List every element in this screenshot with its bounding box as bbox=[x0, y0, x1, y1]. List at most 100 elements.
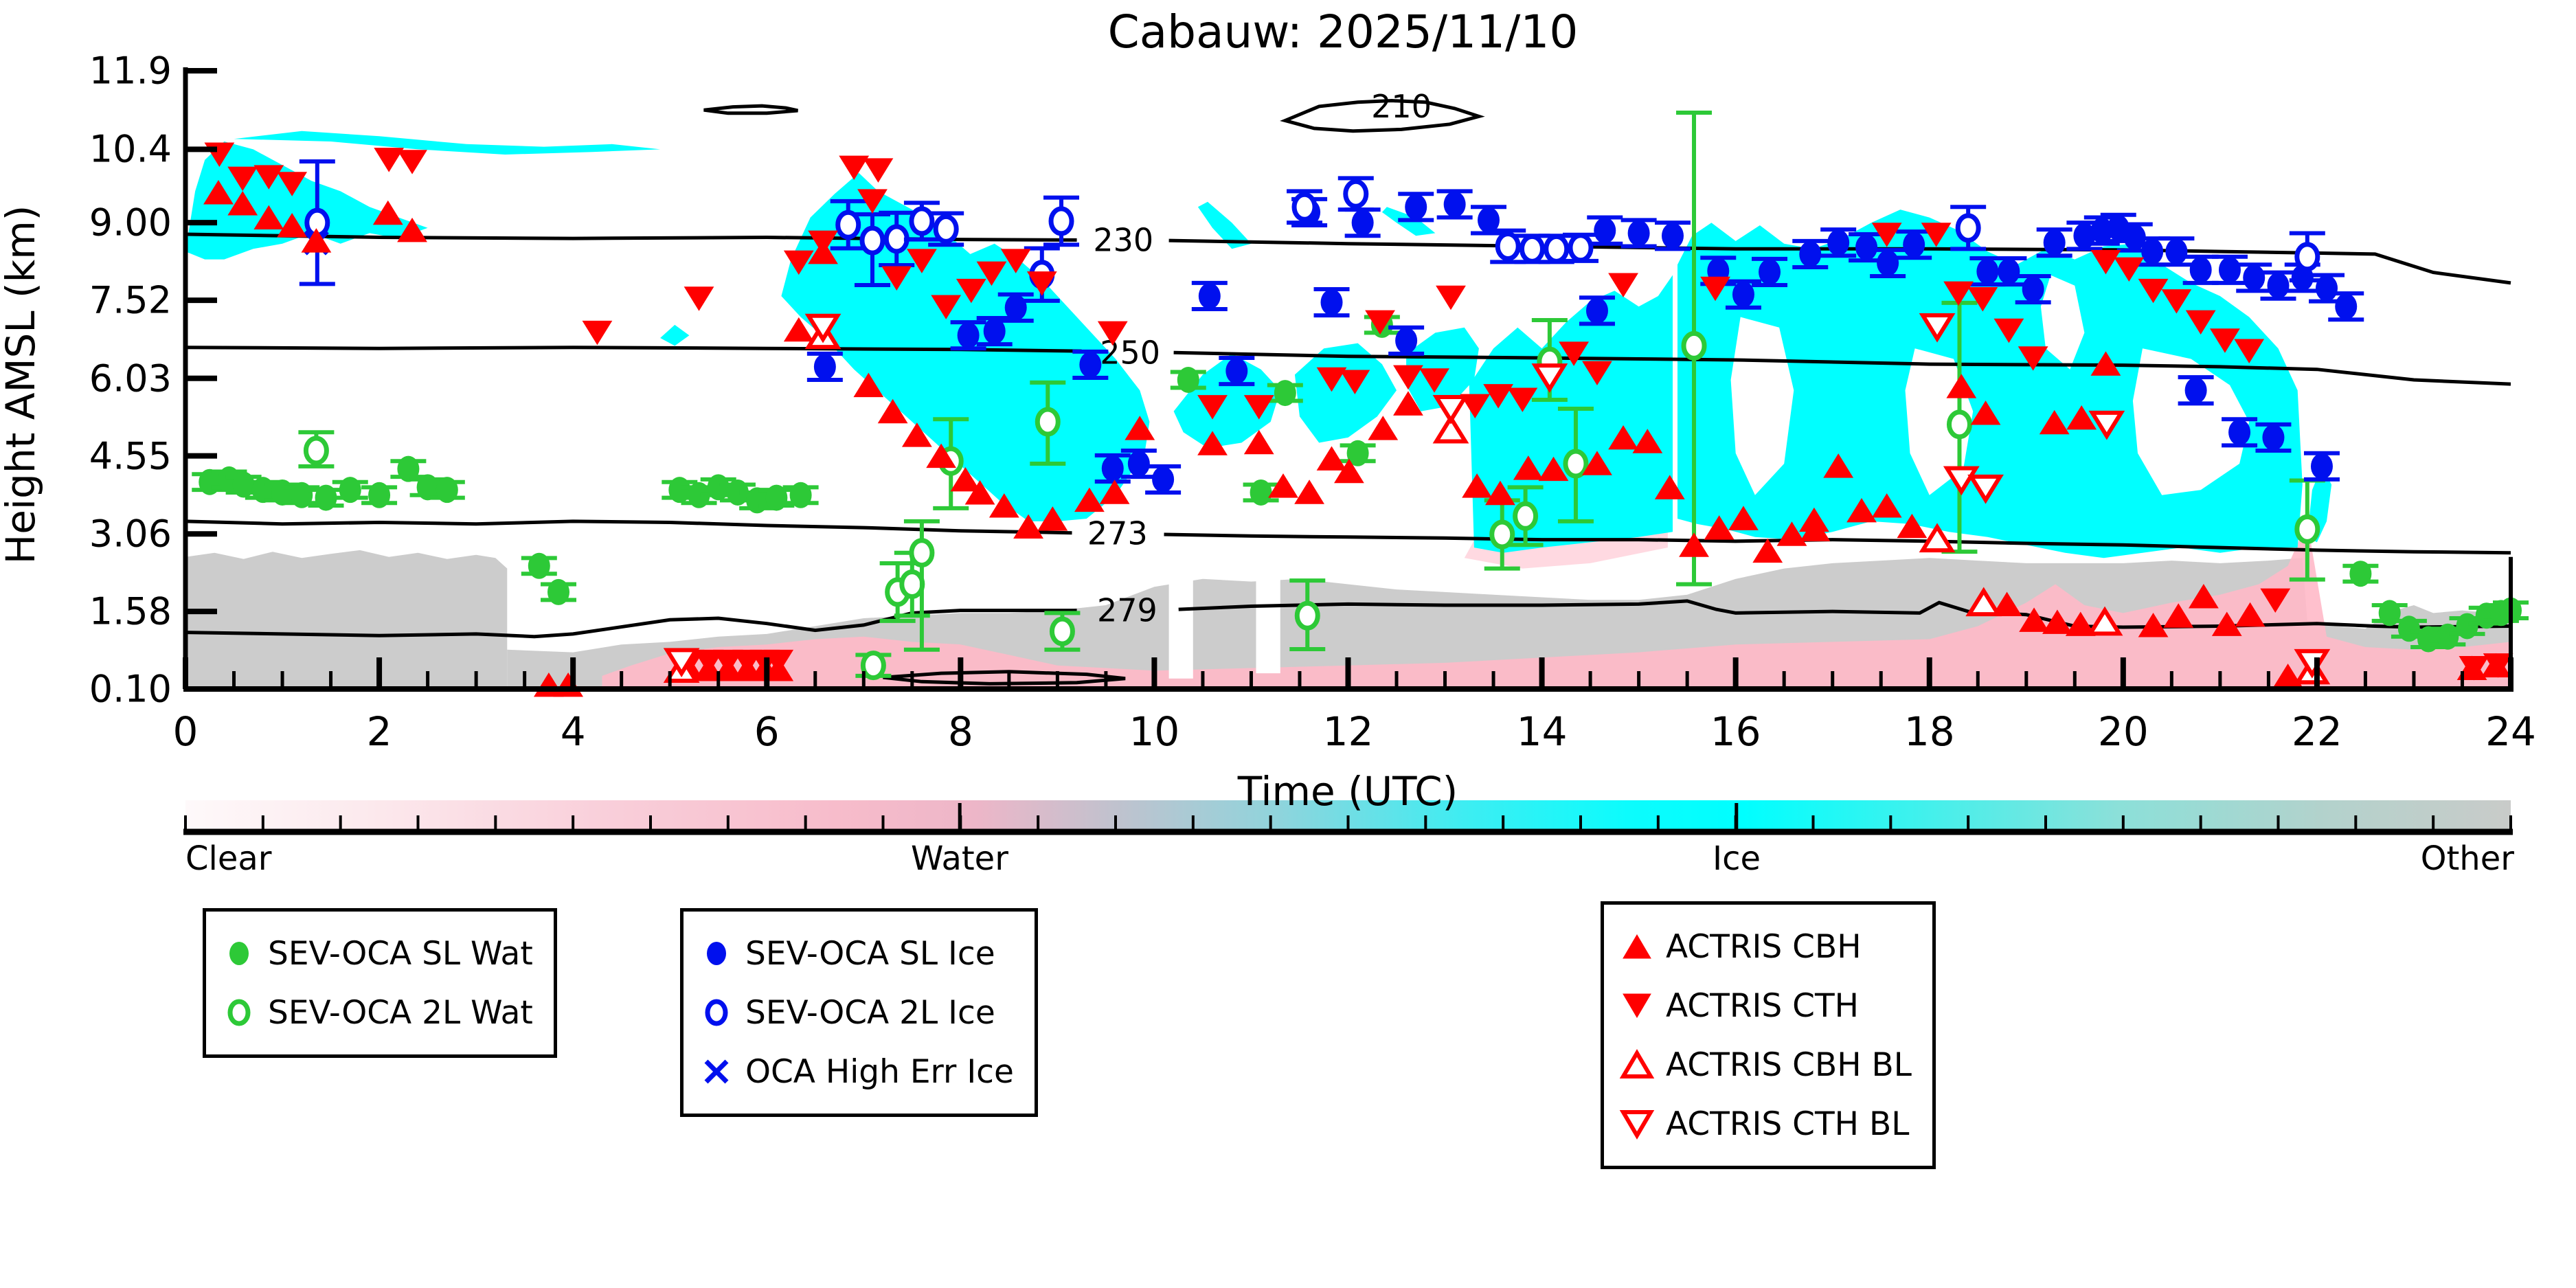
circle-open-icon bbox=[227, 999, 251, 1026]
marker-sev-oca-sl-ice bbox=[1585, 297, 1608, 324]
contour-label-279: 279 bbox=[1097, 592, 1157, 629]
marker-actris-cbh bbox=[1823, 453, 1854, 478]
legend-item: ACTRIS CBH bbox=[1619, 917, 1912, 976]
marker-actris-cth bbox=[1340, 370, 1370, 395]
legend-item: ACTRIS CTH bbox=[1619, 976, 1912, 1035]
marker-actris-cbh bbox=[2019, 607, 2049, 632]
marker-sev-oca-2l-wat bbox=[899, 569, 925, 599]
marker-sev-oca-sl-wat bbox=[547, 578, 570, 605]
y-tick-label: 3.06 bbox=[89, 512, 172, 556]
marker-sev-oca-sl-wat bbox=[291, 482, 313, 508]
legend-item: SEV-OCA 2L Ice bbox=[699, 983, 1014, 1042]
marker-actris-cbh bbox=[1125, 416, 1155, 440]
marker-sev-oca-sl-wat bbox=[688, 482, 710, 508]
x-tick-label: 0 bbox=[172, 708, 199, 755]
marker-sev-oca-2l-ice bbox=[859, 225, 885, 256]
marker-actris-cbh bbox=[1368, 416, 1399, 440]
marker-sev-oca-2l-wat bbox=[1563, 449, 1589, 479]
marker-sev-oca-sl-wat bbox=[436, 477, 458, 504]
ice-phase-region bbox=[234, 131, 661, 155]
y-tick-label: 11.9 bbox=[89, 49, 172, 93]
triangle-down-filled-icon bbox=[1623, 993, 1651, 1018]
marker-actris-cbh bbox=[1294, 479, 1324, 504]
marker-sev-oca-sl-ice bbox=[1661, 223, 1684, 249]
legend-item-label: OCA High Err Ice bbox=[745, 1052, 1014, 1091]
marker-sev-oca-sl-ice bbox=[1101, 455, 1124, 482]
triangle-up-open-icon bbox=[1619, 1049, 1655, 1078]
marker-sev-oca-sl-ice bbox=[1004, 294, 1027, 321]
marker-actris-cth bbox=[2185, 310, 2216, 335]
marker-sev-oca-2l-wat bbox=[2294, 514, 2320, 544]
legend-item-label: SEV-OCA SL Ice bbox=[745, 934, 995, 973]
marker-sev-oca-sl-ice bbox=[1877, 249, 1899, 276]
marker-sev-oca-sl-ice bbox=[1827, 229, 1850, 256]
marker-sev-oca-sl-ice bbox=[1903, 231, 1925, 258]
clear-gap bbox=[2132, 348, 2250, 495]
marker-sev-oca-2l-ice bbox=[835, 210, 861, 240]
marker-actris-cth bbox=[2459, 655, 2489, 681]
ice-phase-region bbox=[1469, 275, 1673, 553]
colorbar-label-water: Water bbox=[911, 839, 1008, 878]
marker-actris-cbh bbox=[1462, 473, 1492, 498]
marker-actris-cbh bbox=[1485, 480, 1515, 506]
marker-actris-cth bbox=[956, 278, 986, 304]
marker-actris-cth bbox=[783, 250, 814, 275]
circle-open-icon bbox=[705, 999, 728, 1026]
marker-sev-oca-sl-wat bbox=[397, 455, 420, 482]
marker-actris-cth bbox=[1993, 318, 2024, 343]
marker-sev-oca-sl-ice bbox=[1759, 258, 1781, 285]
contour-label-210: 210 bbox=[1371, 88, 1432, 125]
marker-sev-oca-2l-ice bbox=[1568, 233, 1594, 263]
marker-sev-oca-2l-ice bbox=[883, 224, 909, 254]
y-tick-label: 10.4 bbox=[89, 127, 172, 171]
ice-phase-region bbox=[660, 324, 690, 346]
temperature-contour-minor bbox=[883, 670, 1126, 686]
marker-sev-oca-sl-wat bbox=[726, 479, 749, 506]
temperature-contour-250 bbox=[185, 346, 1082, 353]
marker-sev-oca-sl-wat bbox=[789, 482, 812, 508]
legend-item: SEV-OCA SL Wat bbox=[221, 924, 533, 983]
marker-actris-cbh bbox=[2163, 603, 2194, 628]
marker-actris-cth-bl bbox=[663, 648, 700, 678]
x-tick-label: 4 bbox=[560, 708, 586, 755]
marker-actris-cbh bbox=[2066, 405, 2097, 430]
y-tick-label: 6.03 bbox=[89, 357, 172, 400]
marker-actris-cbh bbox=[277, 213, 308, 238]
marker-actris-cbh bbox=[203, 179, 234, 205]
marker-actris-cth-bl bbox=[1967, 474, 2004, 504]
marker-sev-oca-sl-wat bbox=[528, 552, 550, 579]
marker-actris-cbh bbox=[397, 217, 427, 242]
marker-actris-cth bbox=[2210, 328, 2240, 353]
marker-actris-cbh bbox=[1946, 374, 1977, 398]
colorbar-label-other: Other bbox=[2420, 839, 2514, 878]
marker-sev-oca-sl-wat bbox=[707, 474, 730, 501]
marker-actris-cbh bbox=[1728, 506, 1759, 530]
marker-sev-oca-sl-ice bbox=[1320, 289, 1343, 316]
marker-actris-cth bbox=[931, 295, 962, 319]
x-tick-label: 10 bbox=[1129, 708, 1180, 755]
marker-actris-cbh bbox=[1679, 532, 1709, 557]
marker-actris-cth bbox=[1243, 395, 1274, 420]
marker-actris-cbh-bl bbox=[1919, 523, 1956, 553]
clear-gap bbox=[1256, 578, 1280, 674]
marker-actris-cbh bbox=[1037, 506, 1068, 531]
ice-phase-region bbox=[1197, 201, 1252, 249]
circle-filled-icon bbox=[229, 942, 249, 965]
marker-sev-oca-sl-ice bbox=[1998, 258, 2020, 285]
marker-sev-oca-2l-ice bbox=[2294, 242, 2320, 272]
x-tick-label: 12 bbox=[1322, 708, 1374, 755]
marker-actris-cbh bbox=[1897, 513, 1928, 539]
marker-actris-cth bbox=[2090, 249, 2121, 275]
marker-actris-cbh bbox=[988, 493, 1019, 518]
marker-actris-cth bbox=[1026, 271, 1057, 296]
marker-actris-cth bbox=[1608, 273, 1638, 297]
marker-sev-oca-sl-ice bbox=[2022, 276, 2044, 303]
marker-actris-cbh bbox=[926, 443, 957, 468]
marker-actris-cbh bbox=[1334, 458, 1364, 484]
marker-actris-cth bbox=[2114, 257, 2145, 282]
marker-sev-oca-2l-wat bbox=[303, 436, 329, 466]
contour-label-230: 230 bbox=[1093, 221, 1153, 258]
x-tick-label: 24 bbox=[2485, 708, 2536, 755]
marker-actris-cbh bbox=[1991, 591, 2022, 616]
